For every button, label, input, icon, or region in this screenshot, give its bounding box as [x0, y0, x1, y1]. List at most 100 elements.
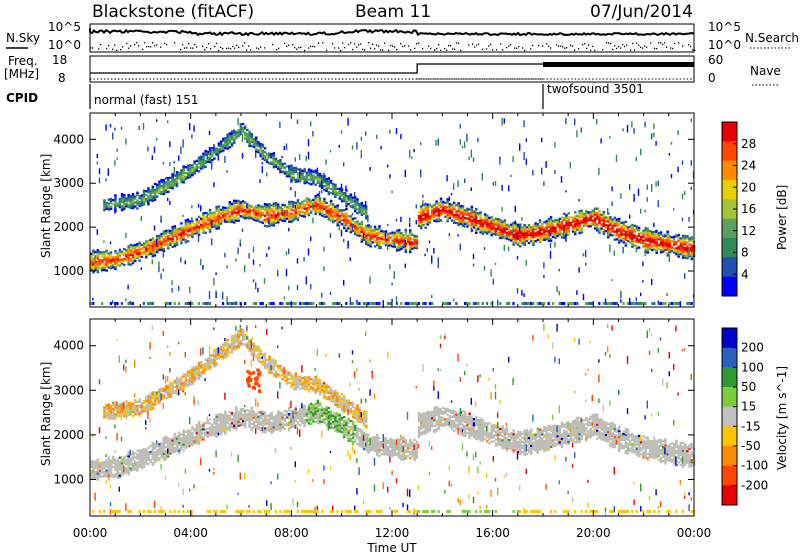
power-cell: [479, 211, 482, 214]
power-cell: [604, 302, 607, 305]
power-cell: [651, 231, 654, 234]
power-cell: [127, 249, 130, 252]
power-cell: [629, 227, 632, 230]
power-cell: [642, 245, 645, 248]
power-cell: [538, 229, 542, 232]
velocity-cell: [142, 400, 146, 403]
power-cell: [459, 243, 461, 251]
power-cell: [239, 215, 243, 218]
velocity-cell: [178, 342, 180, 345]
power-cell: [241, 130, 245, 134]
velocity-cell: [138, 465, 141, 468]
power-cell: [164, 243, 168, 246]
power-cell: [602, 222, 606, 226]
power-cell: [186, 302, 189, 305]
power-cell: [169, 186, 172, 189]
power-cell: [398, 242, 401, 246]
power-cell: [296, 172, 300, 175]
power-cell: [558, 225, 562, 228]
power-cell: [270, 220, 273, 223]
velocity-cell: [123, 414, 126, 417]
velocity-cell: [184, 392, 186, 396]
velocity-cell: [175, 376, 179, 379]
power-cell: [420, 221, 423, 224]
power-cell: [325, 207, 328, 210]
velocity-cell: [147, 510, 150, 513]
velocity-cell: [142, 450, 146, 453]
power-cell: [439, 219, 443, 222]
power-cell: [675, 302, 678, 305]
power-cell: [422, 210, 425, 213]
power-cell: [552, 225, 555, 229]
power-cell: [277, 221, 280, 224]
velocity-cell: [222, 353, 225, 356]
power-cell: [657, 236, 661, 239]
power-cell: [184, 233, 188, 236]
power-cell: [215, 149, 218, 152]
power-cell: [675, 253, 678, 256]
nsearch-point: [506, 47, 508, 49]
power-cell: [545, 224, 548, 227]
noise-traces: [89, 28, 696, 52]
power-cell: [345, 223, 348, 227]
power-cell: [620, 221, 623, 224]
velocity-cell: [197, 421, 201, 424]
velocity-cell: [211, 427, 214, 430]
velocity-cell: [213, 363, 216, 366]
velocity-cell: [186, 380, 190, 383]
power-cell: [431, 302, 434, 305]
power-cell: [486, 220, 489, 223]
power-cell: [202, 154, 205, 157]
power-cell: [98, 259, 102, 262]
power-cell: [420, 223, 423, 226]
velocity-cell: [114, 464, 117, 468]
power-cell: [134, 255, 137, 258]
power-cell: [90, 258, 93, 261]
power-cell: [195, 230, 199, 233]
power-cell: [292, 217, 295, 220]
nsearch-point: [656, 48, 658, 50]
power-cell: [336, 220, 339, 223]
power-cell: [120, 209, 124, 212]
velocity-cell: [178, 380, 181, 383]
velocity-cell: [182, 437, 185, 440]
power-cell: [686, 249, 689, 252]
power-cell: [622, 223, 625, 226]
power-cell: [294, 166, 298, 170]
power-cell: [312, 131, 314, 137]
velocity-cell: [140, 450, 144, 454]
power-cell: [512, 235, 515, 238]
power-cell: [116, 302, 119, 305]
velocity-cell: [129, 467, 133, 470]
power-cell: [585, 214, 588, 217]
velocity-cell: [217, 357, 221, 360]
velocity-cell: [114, 415, 117, 418]
power-cell: [233, 219, 236, 222]
power-cell: [244, 125, 247, 128]
power-cell: [241, 228, 244, 232]
power-cell: [123, 207, 126, 211]
velocity-cell: [180, 376, 183, 379]
power-cell: [162, 181, 166, 184]
velocity-cell: [200, 363, 203, 366]
power-cell: [169, 180, 172, 183]
power-cell: [459, 124, 461, 129]
velocity-cell: [112, 417, 115, 421]
power-cell: [523, 241, 526, 244]
power-cell: [131, 201, 135, 204]
power-cell: [490, 302, 493, 305]
power-cell: [521, 230, 524, 233]
power-cell: [336, 222, 339, 225]
power-cell: [523, 293, 525, 298]
power-cell: [545, 230, 548, 233]
velocity-cell: [180, 382, 183, 385]
velocity-cell: [127, 406, 130, 409]
power-cell: [593, 225, 597, 228]
power-cell: [153, 238, 157, 241]
velocity-cell: [156, 443, 159, 446]
power-cell: [609, 244, 611, 253]
velocity-cell: [118, 468, 122, 471]
power-cell: [204, 165, 207, 168]
velocity-cell: [96, 474, 100, 477]
power-cell: [305, 211, 309, 214]
